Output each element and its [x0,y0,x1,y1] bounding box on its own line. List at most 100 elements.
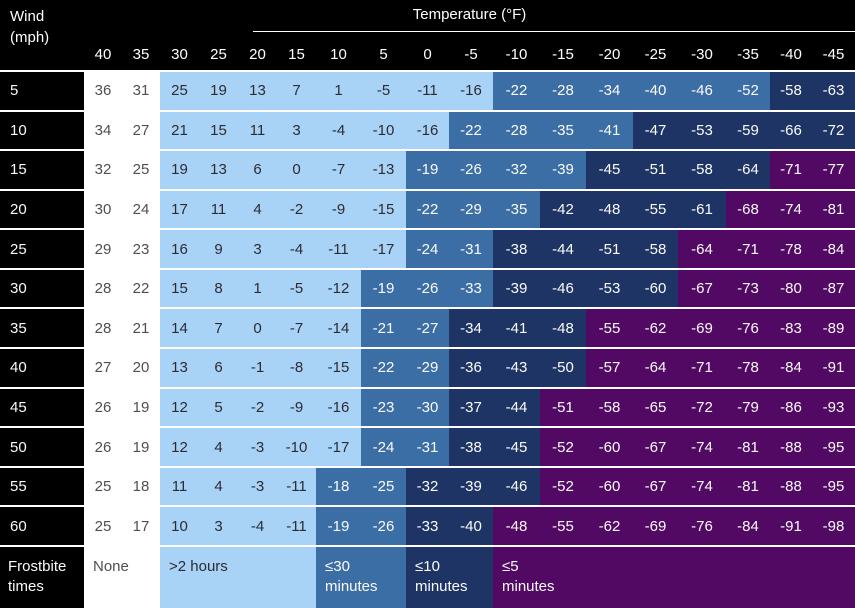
chill-cell: 3 [277,111,316,150]
chill-cell: -95 [812,428,855,466]
chill-cell: -71 [770,151,812,189]
chill-cell: -19 [361,269,406,308]
chill-cell: -67 [633,428,678,466]
chill-cell: -46 [493,467,540,506]
chill-cell: -64 [678,230,726,268]
wind-speed-label: 50 [0,428,84,466]
wind-speed-label: 30 [0,269,84,308]
chill-cell: -46 [540,269,586,308]
temp-column-header: 25 [210,46,227,63]
chill-cell: 26 [84,388,122,427]
chill-cell: -9 [277,388,316,427]
table-row: 10 34 27 21 15 11 3 -4 -10 -16 -22 -28 -35 -41 -47 -53-… [0,111,855,150]
chill-cell: 26 [84,428,122,466]
chill-cell: -15 [361,190,406,229]
temperature-axis-underline [253,31,855,32]
chill-cell: 4 [238,190,277,229]
chill-cell: 11 [160,467,199,506]
chill-cell: 13 [160,349,199,387]
chill-cell: -66 [770,111,812,150]
chill-cell: -74 [678,428,726,466]
chill-cell: -91 [812,349,855,387]
chill-cell: -13 [361,151,406,189]
chill-cell: 27 [84,349,122,387]
chill-cell: -29 [449,190,493,229]
chill-cell: -38 [449,428,493,466]
chill-cell: -58 [586,388,633,427]
chill-cell: 3 [238,230,277,268]
chill-cell: -37 [449,388,493,427]
chill-cell: -15 [316,349,361,387]
wind-speed-label: 35 [0,309,84,348]
legend-title-line1: Frostbite [8,558,67,575]
chill-cell: -89 [812,309,855,348]
chill-cell: -81 [726,428,770,466]
chill-cell: -48 [493,507,540,545]
temp-column-header: -25 [644,46,667,63]
table-row: 50 26 19 12 4 -3 -10 -17 -24 -31 -38 -45 -52 -60 -67 -7… [0,428,855,466]
chill-cell: -11 [406,72,449,110]
chill-cell: -68 [726,190,770,229]
chill-cell: -55 [540,507,586,545]
temp-column-header: 40 [94,46,112,63]
chill-cell: -72 [812,111,855,150]
chill-cell: -8 [277,349,316,387]
chill-cell: -39 [540,151,586,189]
chill-cell: -77 [812,151,855,189]
chill-cell: -34 [586,72,633,110]
legend-title: Frostbite times [0,547,84,608]
chill-cell: -84 [726,507,770,545]
chill-cell: 6 [238,151,277,189]
chill-cell: -40 [449,507,493,545]
chill-cell: 32 [84,151,122,189]
chill-cell: -11 [316,230,361,268]
wind-axis-label: Wind (mph) [10,6,49,48]
chill-cell: 9 [199,230,238,268]
chill-cell: -61 [678,190,726,229]
legend-item: ≤5 minutes [493,547,855,608]
chill-cell: 8 [199,269,238,308]
chill-cell: 13 [199,151,238,189]
chill-cell: -21 [361,309,406,348]
chill-cell: 15 [160,269,199,308]
chill-cell: 11 [199,190,238,229]
chill-cell: -40 [633,72,678,110]
chill-cell: -58 [633,230,678,268]
chill-cell: 18 [122,467,160,506]
chill-cell: 16 [160,230,199,268]
chill-cell: 25 [84,467,122,506]
chill-cell: 6 [199,349,238,387]
chill-cell: 23 [122,230,160,268]
chill-cell: -42 [540,190,586,229]
chill-cell: -52 [540,428,586,466]
chill-cell: -7 [277,309,316,348]
wind-speed-label: 55 [0,467,84,506]
chill-cell: -44 [493,388,540,427]
legend-item-line1: None [93,558,129,575]
chill-cell: -22 [406,190,449,229]
chill-cell: -88 [770,428,812,466]
chill-cell: -60 [586,467,633,506]
chill-cell: -72 [678,388,726,427]
wind-axis-label-line2: (mph) [10,29,50,46]
chill-cell: -4 [277,230,316,268]
chill-cell: -62 [586,507,633,545]
legend-item: >2 hours [160,547,316,608]
temp-column-header: 15 [288,46,305,63]
chill-cell: -41 [586,111,633,150]
legend-item-line1: ≤10 [415,558,440,575]
chill-cell: -26 [406,269,449,308]
frostbite-legend-row: Frostbite times None >2 hours ≤30 minutes ≤1… [0,545,855,608]
chill-cell: 28 [84,309,122,348]
chill-cell: -59 [726,111,770,150]
chill-cell: 21 [160,111,199,150]
temp-column-header: 0 [423,46,432,63]
legend-item-line2: minutes [325,578,378,595]
chill-cell: -69 [633,507,678,545]
chill-cell: -64 [726,151,770,189]
chill-cell: -3 [238,428,277,466]
chill-cell: 7 [199,309,238,348]
chill-cell: -4 [238,507,277,545]
temp-column-header: 30 [171,46,188,63]
